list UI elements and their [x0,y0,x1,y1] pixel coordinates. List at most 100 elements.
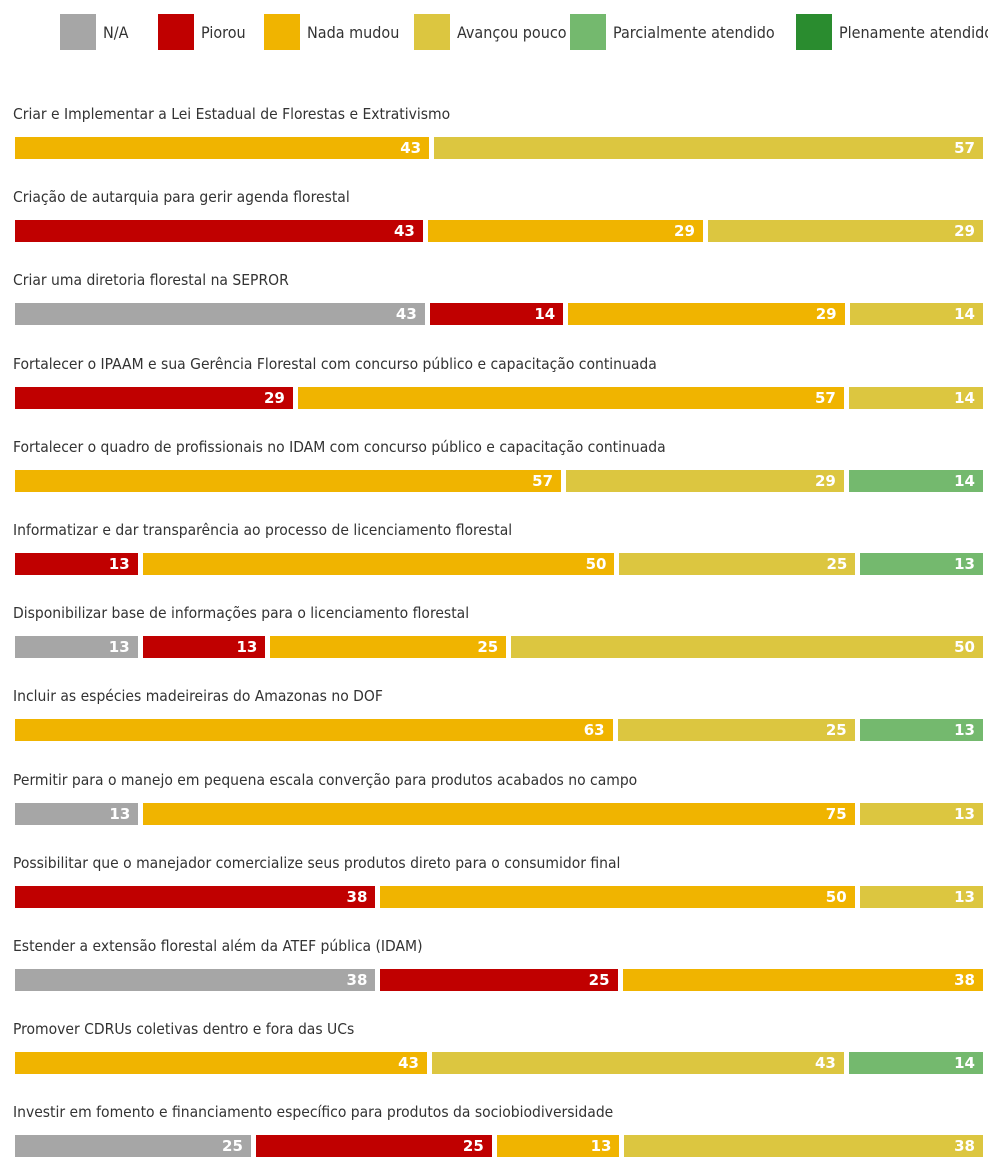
bar-segment-pouco: 25 [619,553,856,575]
bar-value-label: 14 [954,388,975,407]
bar-segment-piorou: 13 [15,553,138,575]
bar-value-label: 50 [954,638,975,657]
bar-value-label: 13 [108,555,130,573]
bar-value-label: 57 [954,139,975,157]
bar-segment-pouco: 13 [859,885,983,908]
row-label: Disponibilizar base de informações para … [13,604,470,623]
bar-value-label: 25 [462,1137,484,1156]
bar-segment-na: 25 [15,1135,251,1157]
bar-value-label: 50 [585,555,607,573]
bar-value-label: 25 [826,555,848,573]
bar-value-label: 50 [825,887,847,906]
legend-label-nada: Nada mudou [307,22,400,42]
bar-segment-pouco: 38 [624,1135,983,1157]
bar-value-label: 38 [346,887,368,906]
bar-value-label: 29 [815,305,837,324]
legend-label-parcial: Parcialmente atendido [613,22,775,42]
bar-value-label: 13 [954,555,975,573]
bar-value-label: 13 [236,638,258,657]
row-label: Estender a extensão florestal além da AT… [13,937,423,955]
bar-segment-nada: 50 [142,553,615,575]
legend-swatch-pleno [796,14,832,50]
bar-segment-piorou: 38 [15,885,376,908]
bar-segment-piorou: 14 [429,303,564,326]
bar-segment-na: 38 [15,969,376,991]
bar-value-label: 13 [954,804,975,823]
bar-value-label: 25 [222,1137,243,1156]
legend-item-parcial: Parcialmente atendido [570,14,775,50]
bar-segment-nada: 57 [297,386,844,409]
bar-value-label: 43 [395,305,417,324]
bar-value-label: 38 [346,971,368,989]
bar-value-label: 43 [400,139,422,157]
bar-segment-piorou: 25 [380,969,618,991]
bar-segment-nada: 13 [496,1135,620,1157]
bar-segment-piorou: 25 [255,1135,492,1157]
row-label: Criar e Implementar a Lei Estadual de Fl… [13,105,451,123]
bar-value-label: 43 [398,1054,419,1073]
row-label: Fortalecer o quadro de profissionais no … [13,437,666,456]
legend-swatch-nada [264,14,300,50]
bar-value-label: 29 [954,222,975,241]
row-label: Criar uma diretoria florestal na SEPROR [13,271,289,290]
bar-value-label: 38 [954,1137,975,1156]
bar-segment-pouco: 14 [849,303,983,326]
bar-value-label: 14 [534,305,556,324]
legend: N/A Piorou Nada mudou Avançou pouco Parcialm… [0,14,988,50]
bar-segment-pouco: 57 [434,137,983,159]
bar-value-label: 14 [954,471,975,490]
bar-segment-nada: 63 [15,719,613,742]
bar-value-label: 57 [532,471,554,490]
bar-value-label: 25 [588,971,610,989]
bar-segment-nada: 50 [380,885,855,908]
bar-segment-nada: 43 [15,1052,427,1075]
row-label: Criação de autarquia para gerir agenda f… [13,188,350,207]
bar-value-label: 43 [393,222,415,241]
row-label: Fortalecer o IPAAM e sua Gerência Flores… [13,354,657,373]
bar-segment-piorou: 13 [142,636,266,659]
bar-segment-parcial: 13 [860,553,983,575]
legend-swatch-pouco [414,14,450,50]
bar-value-label: 43 [815,1054,836,1073]
legend-swatch-na [60,14,96,50]
bar-value-label: 75 [825,804,847,823]
bar-segment-pouco: 25 [617,719,855,742]
bar-segment-na: 13 [15,636,138,659]
bar-value-label: 13 [590,1137,612,1156]
bar-value-label: 29 [674,222,695,241]
legend-label-pouco: Avançou pouco [457,22,567,42]
bar-segment-pouco: 29 [707,220,983,243]
row-label: Permitir para o manejo em pequena escala… [13,770,638,789]
bar-segment-pouco: 29 [566,469,844,492]
bar-segment-pouco: 43 [431,1052,844,1075]
legend-label-na: N/A [103,22,129,42]
legend-label-pleno: Plenamente atendido [839,22,988,42]
bar-value-label: 14 [954,305,975,324]
bar-segment-parcial: 14 [848,469,983,492]
bar-segment-na: 43 [15,303,425,326]
bar-value-label: 29 [263,388,285,407]
bar-value-label: 29 [814,471,836,490]
bar-value-label: 57 [814,388,836,407]
legend-label-piorou: Piorou [201,22,246,42]
bar-segment-nada: 25 [270,636,507,659]
bar-value-label: 13 [109,804,131,823]
legend-item-pouco: Avançou pouco [414,14,567,50]
legend-item-piorou: Piorou [158,14,246,50]
bar-segment-pouco: 13 [859,802,983,825]
bar-segment-nada: 43 [15,137,430,159]
bar-segment-piorou: 43 [15,220,423,243]
bar-segment-nada: 75 [143,802,855,825]
bar-segment-na: 13 [15,802,139,825]
bar-value-label: 13 [954,887,975,906]
bar-value-label: 14 [954,1054,975,1073]
row-label: Possibilitar que o manejador comercializ… [13,853,621,872]
bar-value-label: 13 [108,638,130,657]
legend-item-pleno: Plenamente atendido [796,14,988,50]
row-label: Investir em fomento e financiamento espe… [13,1103,614,1122]
legend-item-na: N/A [60,14,128,50]
bar-value-label: 38 [954,971,975,989]
bar-segment-pouco: 14 [848,386,983,409]
legend-swatch-piorou [158,14,194,50]
